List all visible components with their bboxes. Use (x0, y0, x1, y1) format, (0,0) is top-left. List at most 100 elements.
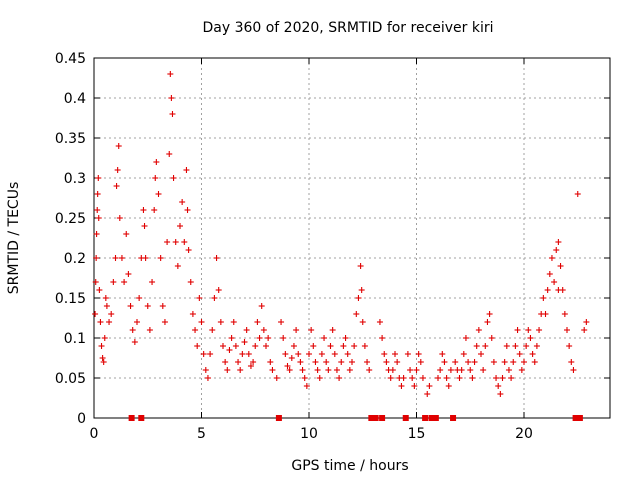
data-point (551, 279, 558, 285)
y-tick-label: 0.35 (55, 131, 86, 147)
axis-ticks (93, 57, 610, 419)
data-point (314, 367, 321, 373)
data-point (102, 295, 109, 301)
data-point (134, 319, 140, 325)
data-point (484, 319, 491, 325)
data-point (99, 355, 106, 361)
data-point (254, 319, 261, 325)
data-point (220, 343, 226, 349)
data-point (394, 359, 401, 365)
data-point (127, 303, 134, 309)
data-point (211, 295, 218, 301)
data-point (392, 351, 398, 357)
data-point (583, 319, 590, 325)
data-point (177, 223, 183, 229)
data-point (548, 255, 555, 261)
y-tick-label: 0.05 (55, 371, 86, 387)
zero-marker (572, 415, 579, 421)
data-point (482, 343, 489, 349)
data-point (516, 351, 523, 357)
data-point (95, 215, 102, 221)
data-point (555, 287, 562, 293)
data-point (100, 359, 107, 365)
data-point (501, 359, 508, 365)
data-point (144, 303, 151, 309)
data-point (92, 311, 99, 317)
data-point (447, 367, 454, 373)
data-point (97, 319, 104, 325)
zero-marker (368, 415, 375, 421)
data-point (452, 359, 459, 365)
zero-marker (576, 415, 583, 421)
y-axis-label: SRMTID / TECUs (6, 182, 22, 295)
data-point (533, 343, 540, 349)
data-point (574, 191, 581, 197)
data-point (439, 351, 446, 357)
data-point (94, 207, 101, 213)
data-point (327, 343, 334, 349)
data-point (346, 367, 353, 373)
data-point (295, 351, 302, 357)
data-point (303, 383, 310, 389)
data-point (523, 343, 530, 349)
data-point (222, 359, 229, 365)
data-point (568, 359, 575, 365)
data-point (557, 263, 564, 269)
data-point (318, 351, 325, 357)
data-point (114, 167, 121, 173)
data-point (232, 343, 239, 349)
data-point (351, 343, 358, 349)
y-tick-label: 0.3 (64, 171, 86, 187)
data-point (493, 375, 500, 381)
data-point (157, 255, 164, 261)
data-point (400, 375, 407, 381)
data-point (306, 351, 312, 357)
data-point (564, 327, 570, 333)
data-point (278, 319, 285, 325)
y-tick-label: 0 (77, 411, 86, 427)
y-tick-label: 0.45 (55, 51, 86, 67)
data-point (536, 327, 543, 333)
zero-marker (138, 415, 145, 421)
data-point (250, 359, 257, 365)
data-point (204, 375, 211, 381)
data-point (95, 175, 102, 181)
data-point (172, 239, 179, 245)
data-point (310, 343, 317, 349)
data-point (116, 215, 123, 221)
data-point (149, 279, 156, 285)
data-point (383, 359, 390, 365)
x-tick-label: 15 (408, 426, 426, 442)
data-point (96, 287, 103, 293)
data-point (103, 303, 110, 309)
data-point (174, 263, 181, 269)
data-point (316, 375, 323, 381)
zero-marker (450, 415, 457, 421)
data-point (329, 327, 336, 333)
data-point (312, 359, 319, 365)
data-point (407, 367, 414, 373)
data-point (153, 159, 160, 165)
data-point (209, 327, 216, 333)
data-point (286, 367, 293, 373)
data-point (93, 255, 100, 261)
data-point (198, 319, 205, 325)
data-point (258, 303, 265, 309)
data-point (471, 359, 478, 365)
y-tick-label: 0.25 (55, 211, 86, 227)
data-point (155, 191, 162, 197)
data-point (358, 287, 365, 293)
data-point (200, 351, 207, 357)
data-point (503, 343, 510, 349)
data-point (441, 359, 448, 365)
data-point (499, 375, 506, 381)
data-point (486, 311, 493, 317)
data-point (581, 327, 588, 333)
zero-marker (275, 415, 282, 421)
data-point (387, 375, 394, 381)
data-point (185, 247, 192, 253)
data-point (540, 295, 547, 301)
data-point (497, 391, 504, 397)
data-point (118, 255, 125, 261)
data-point (181, 239, 188, 245)
